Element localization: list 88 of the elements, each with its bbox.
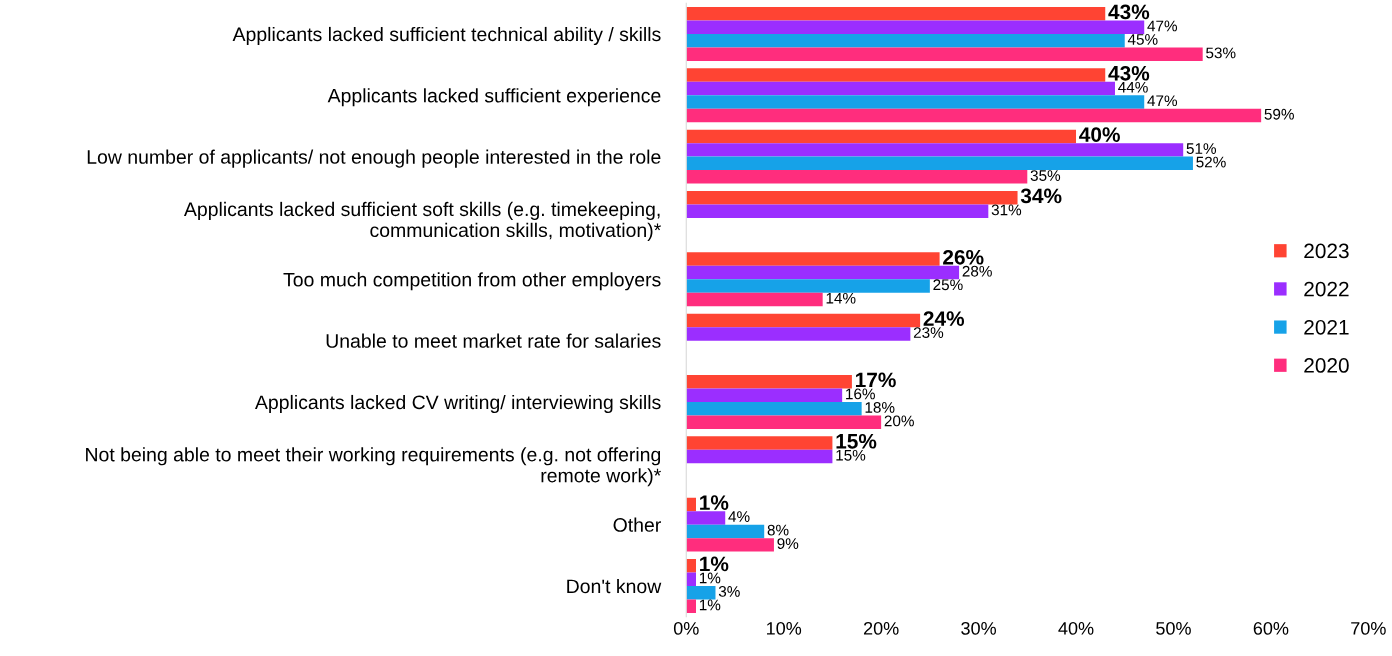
data-label: 44% <box>1118 81 1148 93</box>
bar <box>686 327 911 341</box>
legend-label: 2020 <box>1304 358 1349 373</box>
data-label: 1% <box>699 599 721 611</box>
bar <box>686 388 843 402</box>
legend-label: 2022 <box>1304 281 1349 297</box>
bar <box>686 279 930 293</box>
data-label: 1% <box>700 495 729 510</box>
y-tick-label: Applicants lacked sufficient experience <box>327 88 661 107</box>
bar <box>686 313 921 328</box>
bar <box>686 33 1125 48</box>
x-tick-label: 10% <box>767 621 802 635</box>
data-label: 40% <box>1079 127 1120 142</box>
data-label: 52% <box>1196 156 1226 168</box>
x-tick-label: 30% <box>961 621 996 635</box>
x-tick-label: 50% <box>1156 621 1191 635</box>
data-label: 34% <box>1020 188 1062 204</box>
bar <box>686 156 1193 171</box>
data-label: 35% <box>1030 170 1061 181</box>
bar <box>686 143 1184 157</box>
data-label: 23% <box>913 327 944 338</box>
data-label: 16% <box>846 388 875 400</box>
bar <box>686 415 882 429</box>
y-tick-label: Don't know <box>567 578 662 594</box>
bar <box>686 170 1028 184</box>
data-label: 47% <box>1147 95 1178 107</box>
data-label: 47% <box>1147 20 1178 32</box>
bar <box>686 374 852 389</box>
bar <box>686 572 696 586</box>
data-label: 51% <box>1186 143 1217 154</box>
y-tick-label: Applicants lacked sufficient soft skills (e.g. timekeeping, communication skills, motivation)* <box>183 201 661 241</box>
data-label: 45% <box>1127 34 1158 45</box>
data-label: 53% <box>1206 47 1236 59</box>
bar <box>686 129 1077 144</box>
legend-label: 2021 <box>1304 319 1349 335</box>
data-label: 14% <box>826 292 856 304</box>
bar <box>686 292 823 307</box>
legend-label: 2023 <box>1304 243 1349 259</box>
bar <box>686 95 1145 109</box>
bar <box>686 401 862 416</box>
bar <box>686 265 960 280</box>
bar <box>686 585 716 600</box>
x-tick-label: 40% <box>1058 621 1094 635</box>
bar <box>686 190 1018 205</box>
data-label: 43% <box>1108 65 1150 81</box>
x-tick-label: 70% <box>1351 621 1386 635</box>
bar <box>686 436 833 450</box>
data-label: 17% <box>855 372 896 388</box>
y-tick-label: Unable to meet market rate for salaries <box>326 333 661 348</box>
bar <box>686 599 696 613</box>
data-label: 1% <box>700 556 729 572</box>
bar <box>686 511 726 525</box>
data-label: 20% <box>884 415 914 427</box>
y-tick-label: Applicants lacked CV writing/ interviewing skills <box>254 394 661 414</box>
bar <box>686 449 833 464</box>
data-label: 3% <box>718 586 740 597</box>
bar <box>686 252 940 266</box>
y-tick-label: Not being able to meet their working requirements (e.g. not offering remote work)* <box>86 447 661 487</box>
data-label: 9% <box>777 538 799 549</box>
y-tick-label: Too much competition from other employers <box>283 272 661 291</box>
data-label: 43% <box>1108 4 1150 20</box>
bar <box>686 47 1203 61</box>
data-label: 28% <box>962 265 992 277</box>
x-tick-label: 60% <box>1253 621 1289 635</box>
data-label: 15% <box>836 433 877 449</box>
bar <box>686 81 1115 96</box>
y-tick-label: Applicants lacked sufficient technical ability / skills <box>232 26 661 46</box>
data-label: 4% <box>728 511 750 522</box>
bar <box>686 108 1262 123</box>
bar <box>686 20 1145 34</box>
data-label: 25% <box>933 279 963 291</box>
data-label: 18% <box>865 401 895 413</box>
x-tick-label: 20% <box>863 621 899 635</box>
data-label: 24% <box>923 311 965 326</box>
data-label: 59% <box>1264 108 1294 120</box>
data-label: 31% <box>991 204 1022 216</box>
data-label: 15% <box>836 449 866 461</box>
y-tick-label: Low number of applicants/ not enough people interested in the role <box>87 149 661 168</box>
bar <box>686 524 765 539</box>
bar <box>686 204 989 218</box>
y-tick-label: Other <box>613 517 661 532</box>
bar <box>686 68 1106 82</box>
data-label: 26% <box>943 249 984 265</box>
bar <box>686 6 1106 21</box>
bar <box>686 538 774 552</box>
data-label: 8% <box>767 524 789 536</box>
data-label: 1% <box>699 572 721 584</box>
x-tick-label: 0% <box>673 621 699 635</box>
